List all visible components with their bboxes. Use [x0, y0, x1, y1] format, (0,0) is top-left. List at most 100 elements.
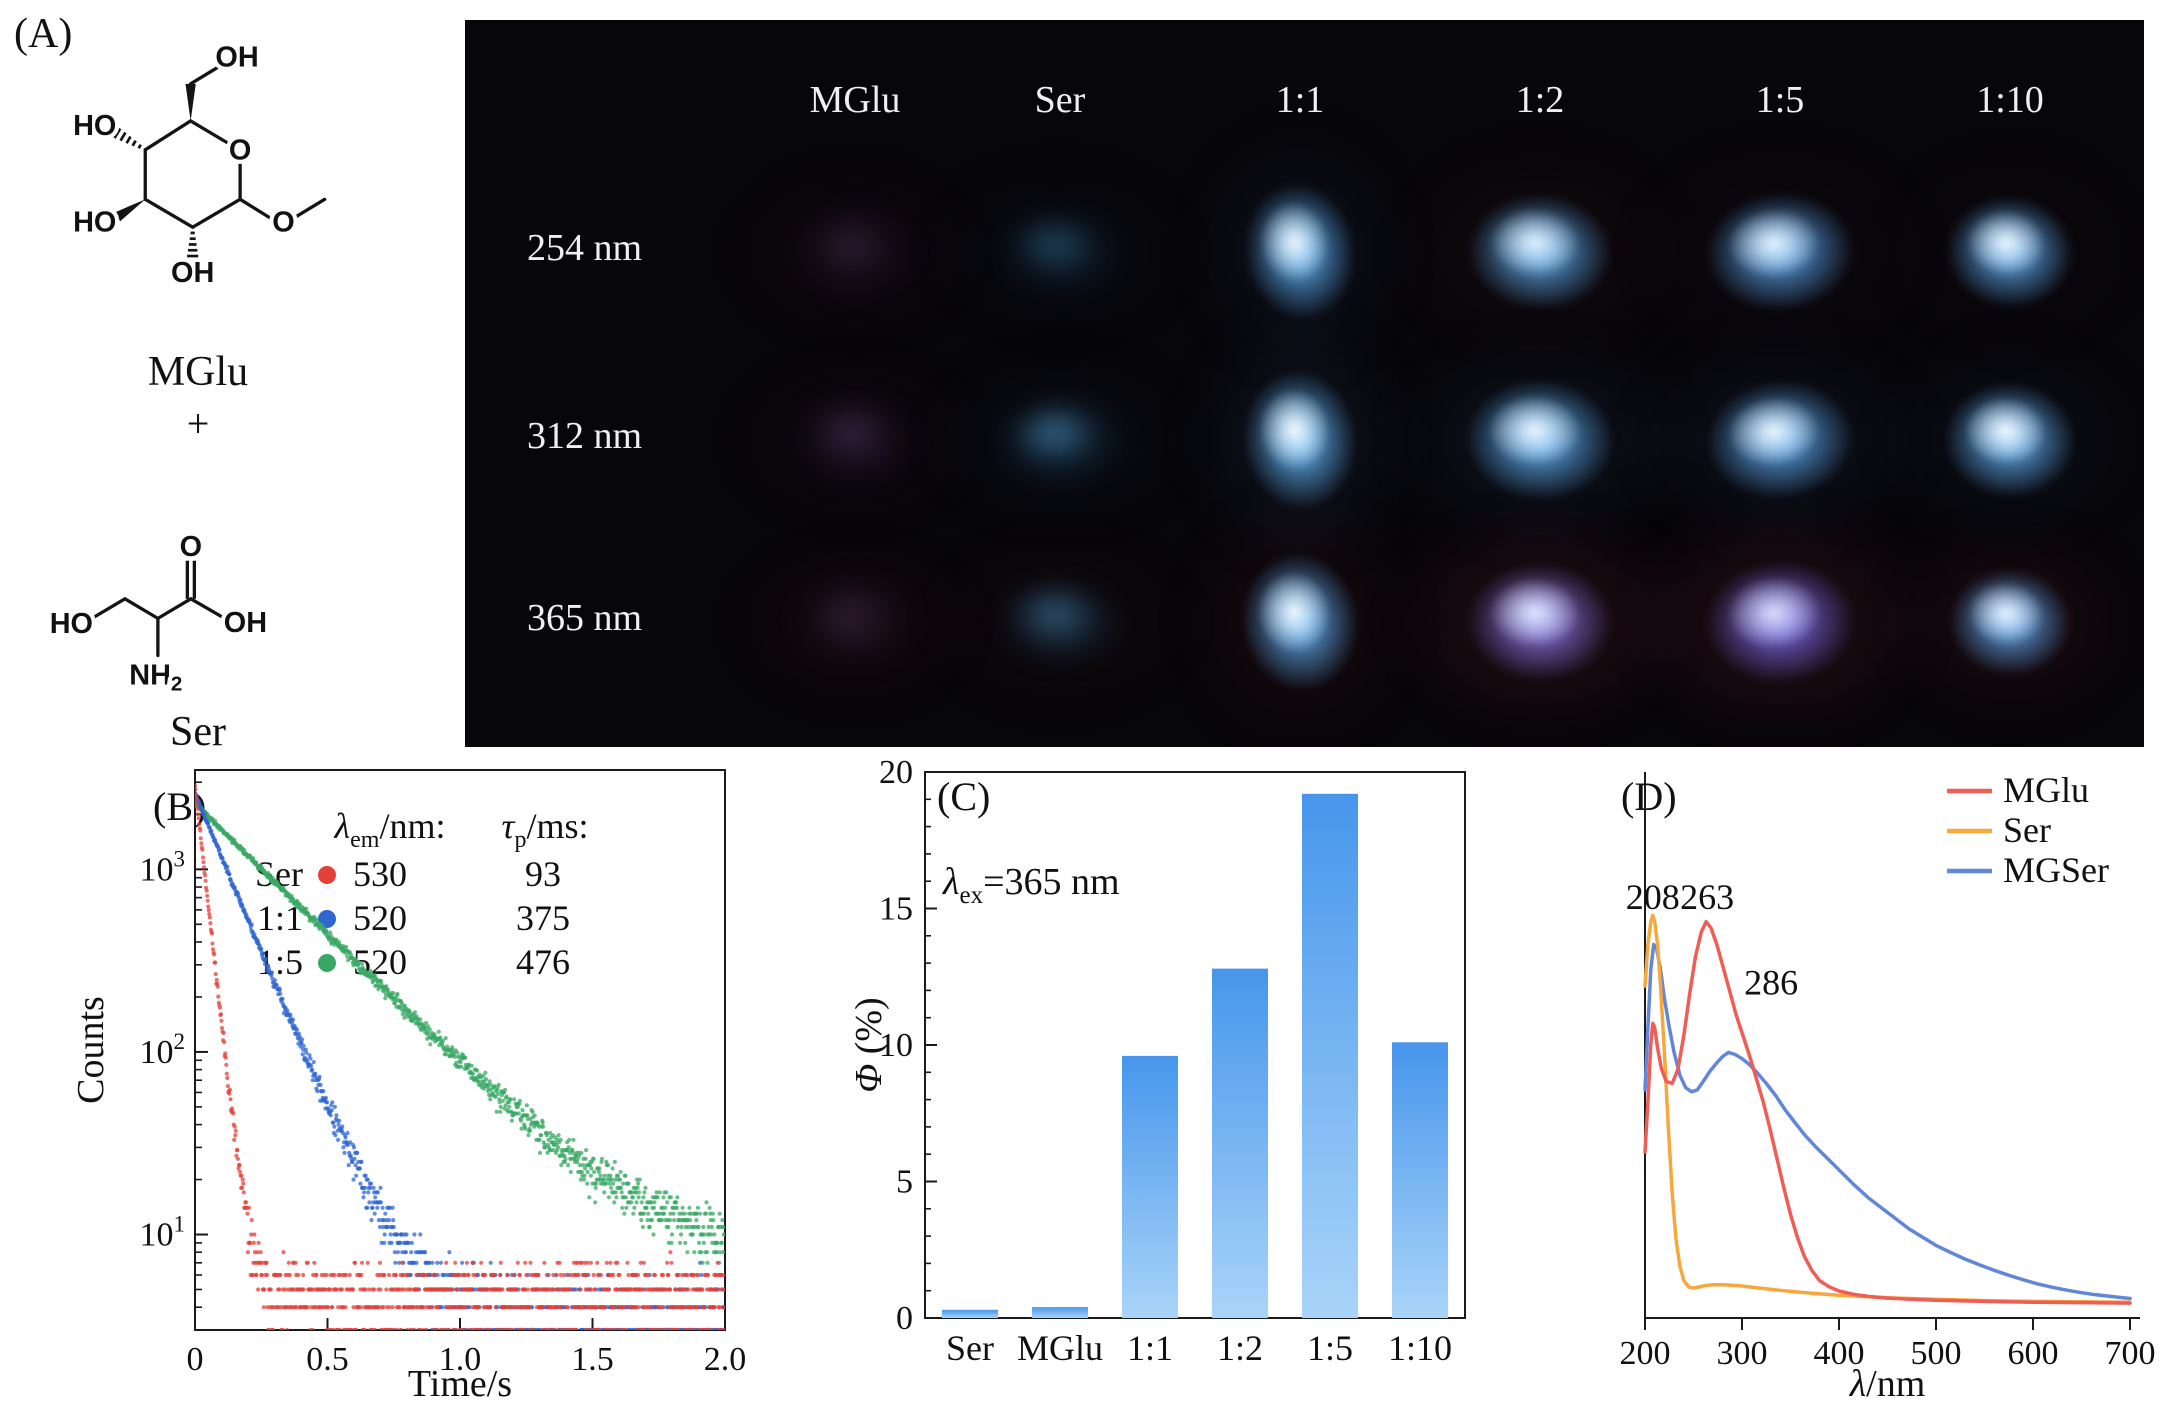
legend-lambda-value: 520 [353, 898, 407, 938]
photo-column-header: Ser [1034, 79, 1086, 121]
photo-column-header: 1:1 [1210, 78, 1390, 122]
bond [294, 197, 327, 219]
panel-b-decay-plot: 101 102 103 0 0.5 1.0 1.5 2.0 Time/s Counts (B) λem… [75, 756, 765, 1402]
x-category-label: 1:2 [1217, 1328, 1263, 1368]
x-tick-label: 2.0 [704, 1341, 747, 1378]
atom-label: O [180, 531, 202, 563]
atom-label: OH [224, 607, 267, 639]
bond [238, 197, 272, 220]
legend-series-name: Ser [2003, 810, 2051, 850]
y-tick-label: 103 [140, 846, 186, 888]
atom-label: O [272, 207, 294, 239]
hash-bond [113, 127, 122, 139]
x-tick-label: 700 [2105, 1335, 2156, 1372]
photo-row-label: 312 nm [527, 415, 643, 457]
atom-label: HO [50, 608, 93, 640]
atom-label: HO [73, 110, 116, 142]
bar-1:10 [1392, 1042, 1448, 1318]
hash-bond [137, 144, 142, 150]
atom-label: OH [215, 42, 258, 74]
x-tick-label: 1.0 [439, 1341, 482, 1378]
atom-label: OH [171, 257, 214, 289]
peak-label-263: 263 [1680, 877, 1734, 917]
photo-column-header: 1:10 [1920, 78, 2100, 122]
x-category-label: Ser [946, 1328, 994, 1368]
y-tick-label: 0 [896, 1300, 913, 1337]
photo-column-header: MGlu [809, 79, 901, 121]
ser-structure: HO O OH NH2 [46, 527, 272, 700]
bonds [90, 560, 225, 658]
legend-series-name: MGlu [2003, 770, 2089, 810]
photo-row-label: 254 nm [527, 227, 643, 269]
x-tick-label: 300 [1717, 1335, 1768, 1372]
bar-1:1 [1122, 1055, 1178, 1318]
y-tick-label: 20 [879, 756, 913, 791]
mglu-structure: O OH HO HO OH O [69, 38, 327, 293]
legend-lambda-value: 530 [353, 854, 407, 894]
peak-label-286: 286 [1744, 962, 1798, 1002]
x-tick-label: 0.5 [306, 1341, 349, 1378]
panel-c-label: (C) [937, 774, 990, 819]
ser-name: Ser [170, 709, 226, 755]
x-category-label: 1:10 [1388, 1328, 1452, 1368]
panel-c-quantum-yield: 0 5 10 15 20 Ser MGlu 1:1 1:2 1:5 1:10 Φ (%) (C) λex=… [855, 756, 1495, 1402]
x-category-label: MGlu [1017, 1328, 1103, 1368]
legend-dot [318, 954, 336, 972]
x-category-label: 1:1 [1127, 1328, 1173, 1368]
x-tick-label: 0 [187, 1341, 204, 1378]
y-tick-label: 5 [896, 1164, 913, 1201]
photo-column-header: 1:2 [1450, 78, 1630, 122]
atom-label: O [229, 135, 251, 167]
plus-sign: + [186, 401, 210, 446]
bond [191, 197, 242, 229]
scatter-series-Ser [195, 783, 725, 1330]
bond [188, 64, 222, 86]
formatted-label: λex=365 nm [942, 861, 1120, 909]
bar-Ser [942, 1309, 998, 1318]
bar-1:2 [1212, 968, 1268, 1318]
bond [90, 597, 127, 621]
x-tick-label: 500 [1911, 1335, 1962, 1372]
peak-label-208: 208 [1626, 877, 1680, 917]
hash-bond [131, 139, 137, 147]
x-axis-label: Time/s [408, 1363, 512, 1402]
x-tick-label: 400 [1814, 1335, 1865, 1372]
x-tick-label: 600 [2008, 1335, 2059, 1372]
formatted-label: Φ (%) [855, 997, 890, 1092]
legend-tau-value: 476 [516, 942, 570, 982]
formatted-label: λem/nm: [334, 806, 446, 853]
quantum-yield-bar-chart: 0 5 10 15 20 Ser MGlu 1:1 1:2 1:5 1:10 Φ (%) (C) λex=… [855, 756, 1466, 1368]
hash-bond [125, 135, 132, 144]
legend-series-name: MGSer [2003, 850, 2109, 890]
legend-tau-value: 375 [516, 898, 570, 938]
panel-d-spectra: 200 300 400 500 600 700 λ/nm (D) MGlu Ser MGSer 208… [1575, 756, 2170, 1402]
y-axis-label: Counts [75, 996, 112, 1104]
sample-blob [780, 194, 930, 310]
atom-label: HO [73, 207, 116, 239]
wedge-bond [114, 199, 146, 222]
bond [188, 119, 231, 146]
bond [123, 597, 160, 621]
panel-a-label: (A) [14, 11, 73, 57]
wedge-bond [185, 83, 196, 121]
formatted-label: λ/nm [1849, 1363, 1926, 1402]
plot-frame [924, 771, 1466, 1319]
bar-MGlu [1032, 1307, 1088, 1318]
legend-dot [318, 866, 336, 884]
hash-bond [119, 131, 127, 142]
legend-tau-value: 93 [525, 854, 561, 894]
bond [156, 597, 193, 621]
uv-photo-panel: MGlu Ser 1:1 1:2 1:5 1:10 254 nm 312 nm 365 nm [465, 20, 2144, 747]
y-tick-label: 15 [879, 891, 913, 928]
bond [143, 119, 193, 152]
x-category-label: 1:5 [1307, 1328, 1353, 1368]
bar-1:5 [1302, 793, 1358, 1318]
x-tick-label: 200 [1620, 1335, 1671, 1372]
spectrum-line-Ser [1643, 913, 2132, 1304]
photo-row-label: 365 nm [527, 597, 643, 639]
bonds [113, 64, 327, 258]
photo-column-header: 1:5 [1690, 78, 1870, 122]
